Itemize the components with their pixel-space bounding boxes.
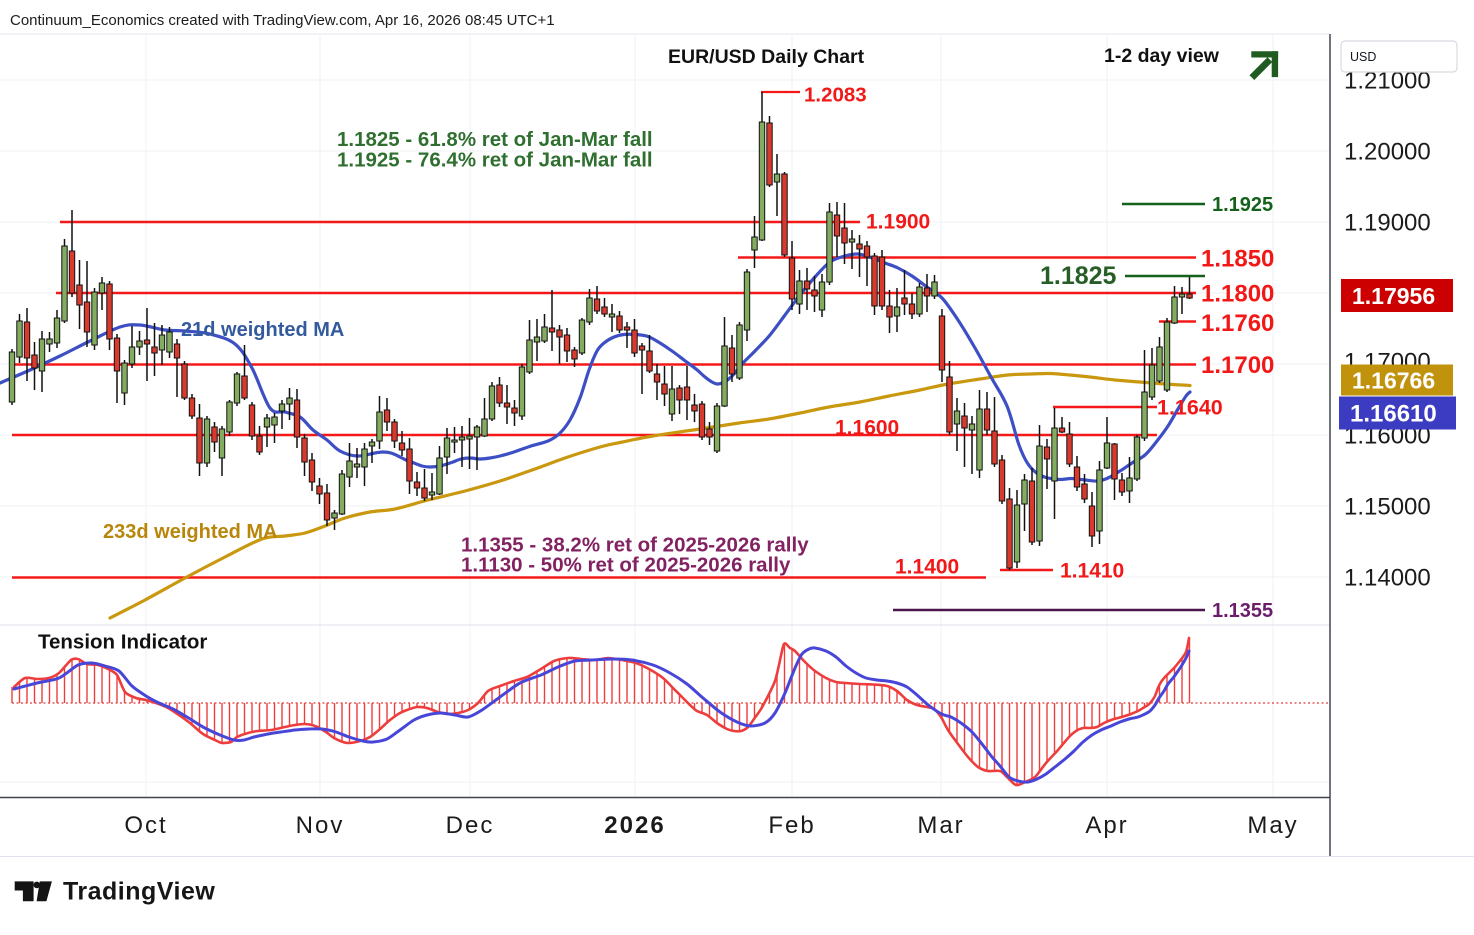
svg-text:1.1600: 1.1600 [835, 417, 899, 440]
svg-text:1-2 day view: 1-2 day view [1104, 45, 1220, 67]
svg-text:Mar: Mar [917, 812, 964, 839]
svg-text:1.1355: 1.1355 [1212, 600, 1273, 622]
svg-text:Feb: Feb [768, 812, 815, 839]
svg-text:1.20000: 1.20000 [1344, 139, 1431, 166]
svg-text:21d weighted MA: 21d weighted MA [181, 319, 344, 341]
svg-text:1.1410: 1.1410 [1060, 560, 1124, 583]
svg-text:1.1700: 1.1700 [1201, 352, 1274, 379]
svg-text:TradingView: TradingView [63, 878, 215, 906]
svg-text:1.1850: 1.1850 [1201, 246, 1274, 273]
svg-text:1.16766: 1.16766 [1352, 367, 1435, 393]
svg-text:USD: USD [1350, 50, 1376, 64]
svg-text:1.1130 - 50% ret of 2025-2026: 1.1130 - 50% ret of 2025-2026 rally [461, 554, 791, 577]
svg-text:Apr: Apr [1085, 812, 1128, 839]
svg-text:233d weighted MA: 233d weighted MA [103, 521, 277, 543]
svg-text:1.1640: 1.1640 [1157, 396, 1223, 420]
svg-text:1.1900: 1.1900 [866, 211, 930, 234]
svg-text:May: May [1247, 812, 1298, 839]
svg-text:1.14000: 1.14000 [1344, 565, 1431, 592]
svg-text:1.1400: 1.1400 [895, 556, 959, 579]
svg-text:1.15000: 1.15000 [1344, 494, 1431, 521]
svg-text:Continuum_Economics created wi: Continuum_Economics created with Trading… [10, 12, 555, 29]
svg-text:1.1925: 1.1925 [1212, 194, 1273, 216]
svg-text:1.1925 - 76.4% ret of Jan-Mar: 1.1925 - 76.4% ret of Jan-Mar fall [337, 149, 653, 172]
svg-text:EUR/USD Daily Chart: EUR/USD Daily Chart [668, 46, 865, 68]
svg-text:Tension Indicator: Tension Indicator [38, 631, 207, 654]
svg-text:Oct: Oct [124, 812, 167, 839]
svg-text:1.16610: 1.16610 [1350, 401, 1437, 428]
svg-text:1.17956: 1.17956 [1352, 283, 1435, 309]
svg-text:1.1760: 1.1760 [1201, 310, 1274, 337]
svg-text:1.1825: 1.1825 [1040, 262, 1117, 290]
svg-text:Dec: Dec [446, 812, 495, 839]
svg-text:1.2083: 1.2083 [804, 83, 867, 106]
svg-text:1.1825 - 61.8% ret of Jan-Mar: 1.1825 - 61.8% ret of Jan-Mar fall [337, 128, 653, 151]
svg-text:2026: 2026 [604, 812, 665, 839]
svg-text:Nov: Nov [296, 812, 345, 839]
svg-text:1.19000: 1.19000 [1344, 210, 1431, 237]
svg-text:1.1355 - 38.2% ret of 2025-202: 1.1355 - 38.2% ret of 2025-2026 rally [461, 534, 809, 557]
svg-text:1.1800: 1.1800 [1201, 281, 1274, 308]
